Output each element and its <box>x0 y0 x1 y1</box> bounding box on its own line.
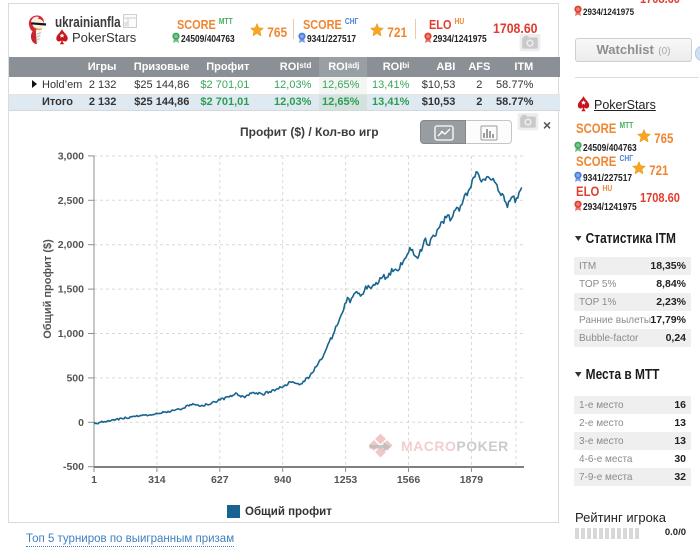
svg-text:-500: -500 <box>63 461 84 473</box>
svg-text:2,500: 2,500 <box>58 195 84 207</box>
svg-text:940: 940 <box>274 474 292 486</box>
svg-text:1: 1 <box>91 474 97 486</box>
svg-text:0: 0 <box>78 417 84 429</box>
svg-text:627: 627 <box>211 474 229 486</box>
svg-text:2,000: 2,000 <box>58 239 84 251</box>
svg-text:MACROPOKER: MACROPOKER <box>401 438 509 454</box>
svg-text:1566: 1566 <box>397 474 421 486</box>
svg-text:Общий профит ($): Общий профит ($) <box>42 239 54 339</box>
svg-text:1253: 1253 <box>334 474 358 486</box>
svg-text:1879: 1879 <box>460 474 484 486</box>
svg-text:500: 500 <box>66 372 84 384</box>
svg-text:3,000: 3,000 <box>58 150 84 162</box>
svg-text:1,000: 1,000 <box>58 328 84 340</box>
svg-text:314: 314 <box>148 474 166 486</box>
svg-text:1,500: 1,500 <box>58 284 84 296</box>
